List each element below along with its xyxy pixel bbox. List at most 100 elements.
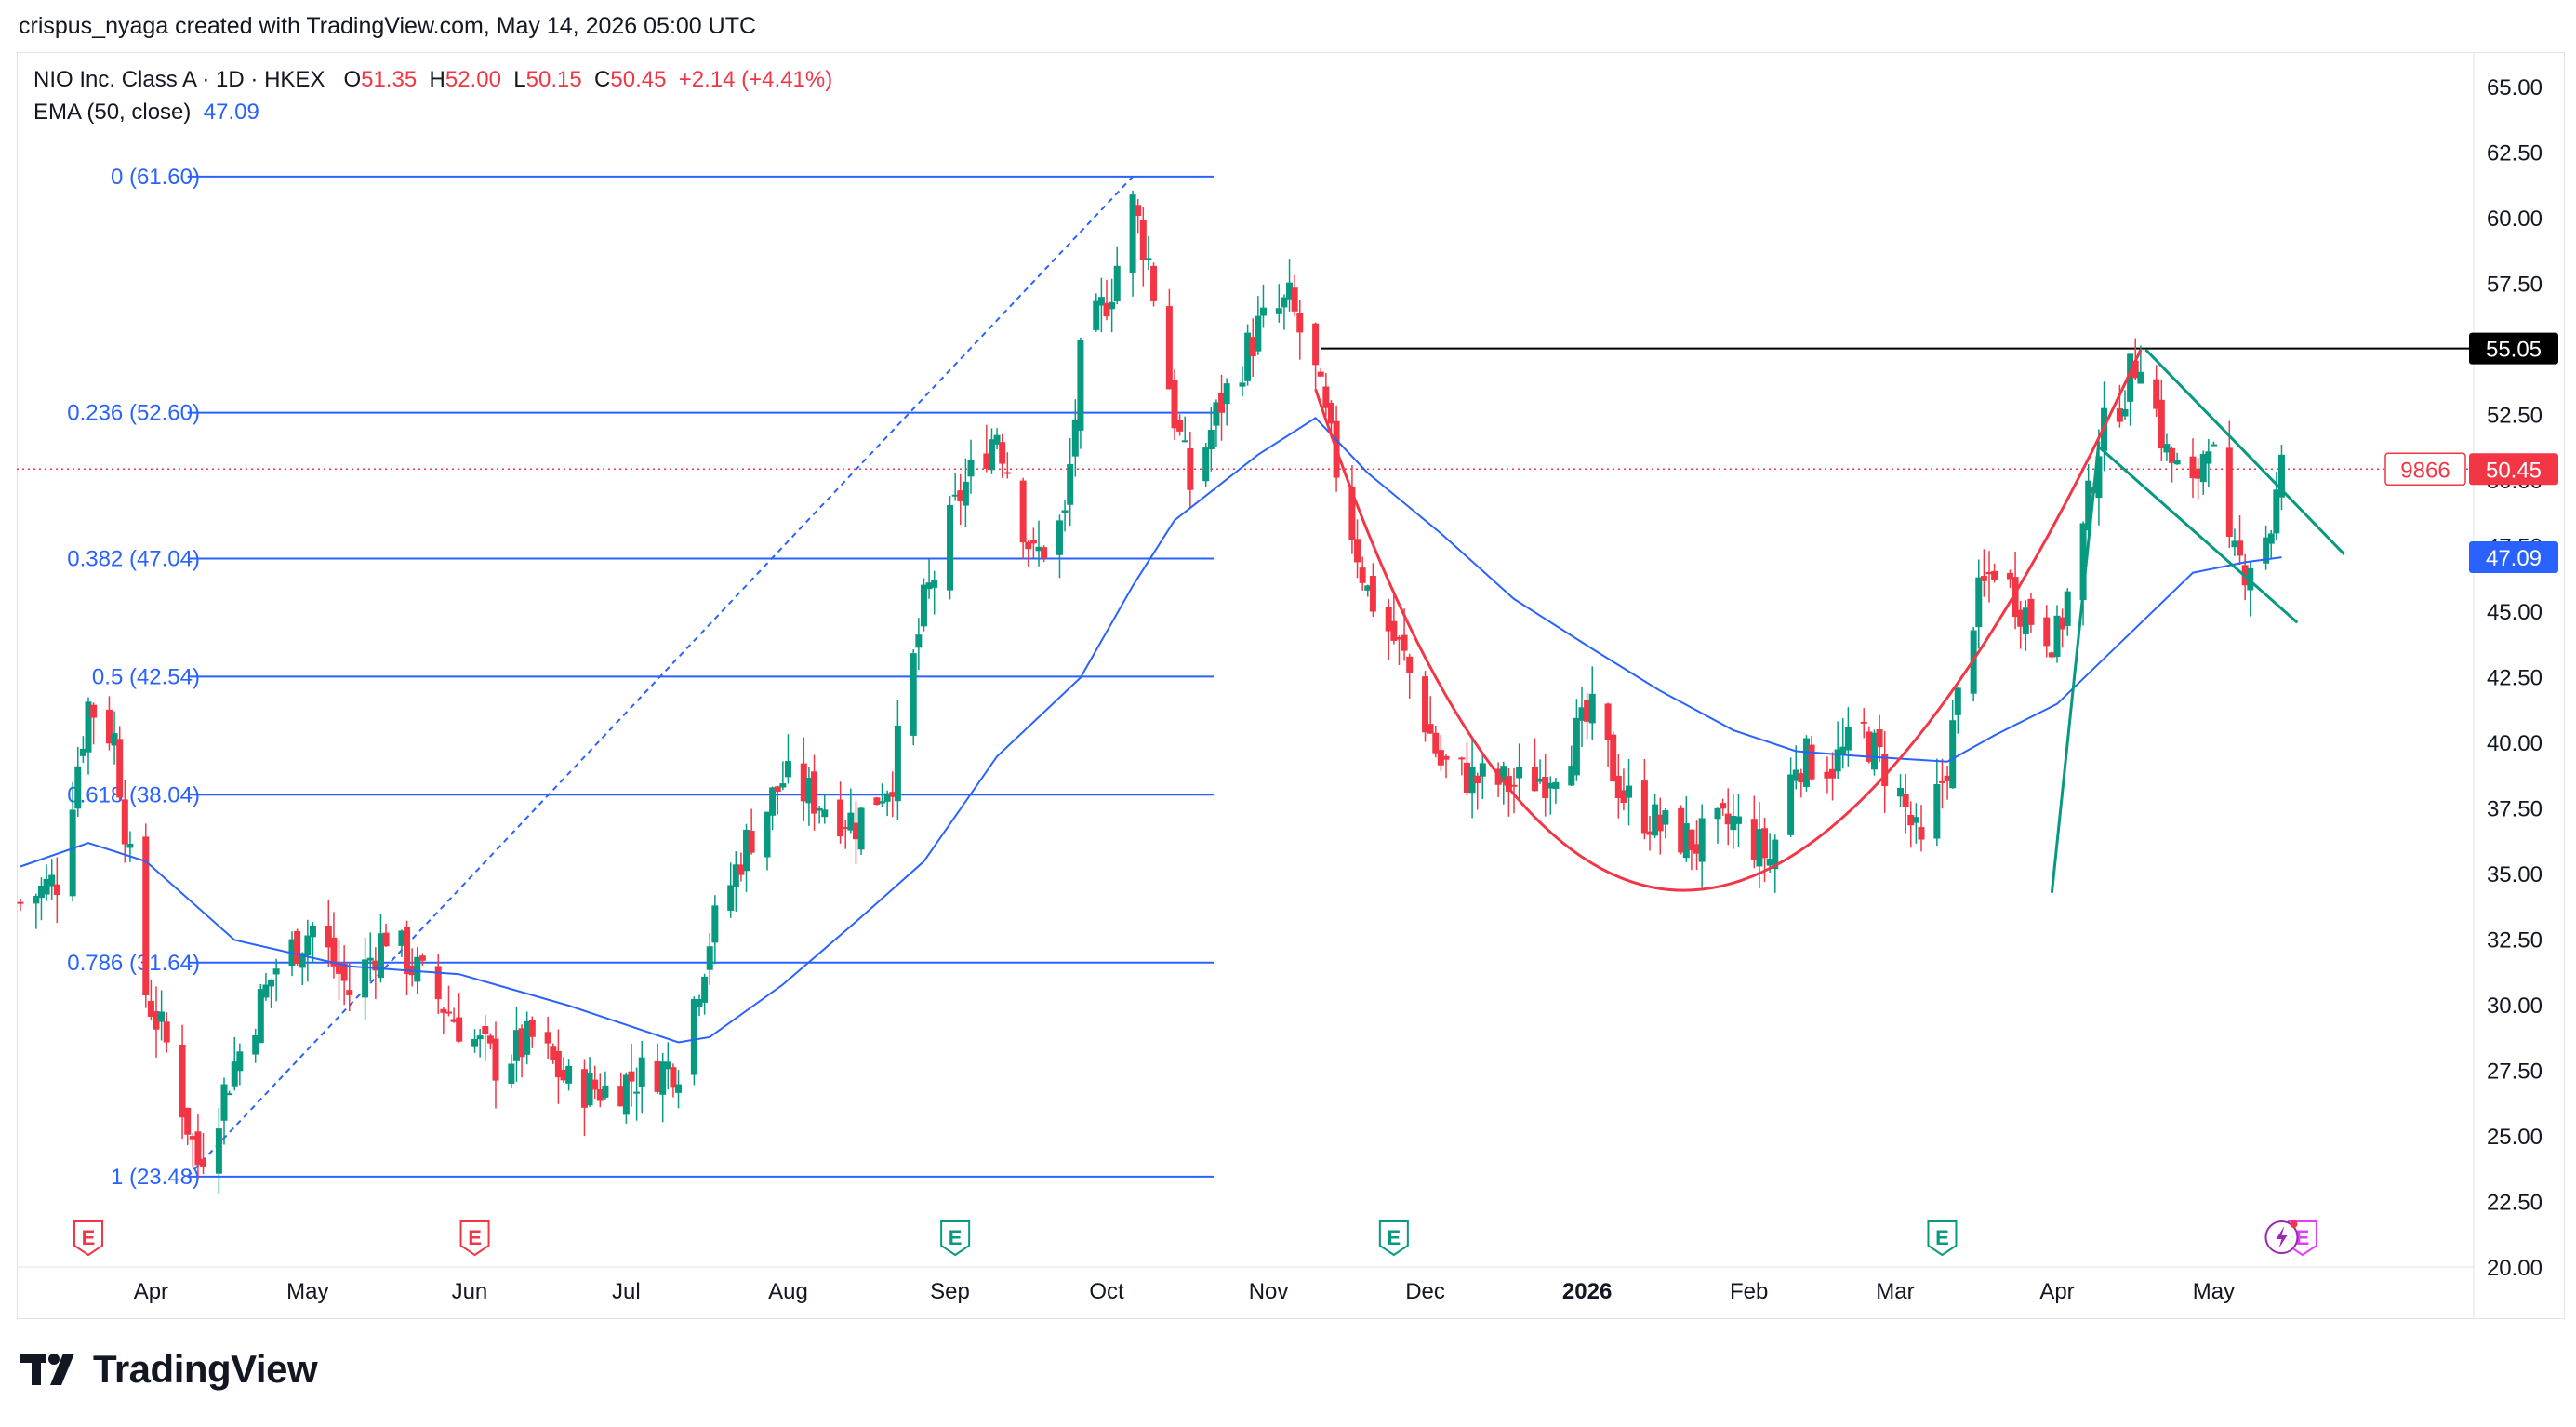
- candle-body: [1954, 687, 1961, 715]
- time-axis-label: Apr: [134, 1279, 168, 1304]
- candle-body: [1322, 386, 1330, 408]
- open-label: O: [343, 67, 362, 92]
- time-axis-label: May: [286, 1279, 328, 1304]
- candle-body: [1479, 763, 1486, 777]
- price-badge-label: 47.09: [2486, 546, 2542, 571]
- ema-50-line[interactable]: [20, 417, 2282, 1044]
- candle-body: [414, 956, 421, 982]
- fib-level-label: 0.5 (42.54): [92, 664, 200, 689]
- candle-body: [1067, 464, 1074, 505]
- flag-pole-line[interactable]: [2050, 441, 2101, 893]
- candle-body: [2085, 480, 2092, 531]
- candle-body: [764, 811, 771, 858]
- candle-body: [262, 984, 270, 998]
- candle-body: [163, 1021, 170, 1043]
- candle-body: [2022, 607, 2029, 634]
- candle-body: [999, 442, 1006, 464]
- candle-body: [586, 1072, 593, 1106]
- candle-body: [194, 1131, 202, 1166]
- ema-label: EMA (50, close): [33, 100, 192, 125]
- symbol-title[interactable]: NIO Inc. Class A · 1D · HKEX: [33, 67, 325, 92]
- candle-body: [189, 1136, 196, 1140]
- earnings-marker-icon[interactable]: [73, 1220, 103, 1257]
- candle-body: [560, 1069, 567, 1081]
- candle-body: [1734, 816, 1742, 824]
- candle-body: [121, 799, 128, 845]
- candle-body: [1406, 656, 1414, 673]
- candle-body: [842, 826, 849, 829]
- flag-lower-line[interactable]: [2097, 446, 2299, 624]
- candle-body: [1756, 829, 1763, 867]
- candle-body: [622, 1074, 630, 1115]
- candle-body: [1881, 754, 1889, 787]
- candle-body: [1249, 337, 1256, 356]
- time-axis-label: Jul: [612, 1279, 641, 1304]
- earnings-marker-label: E: [468, 1226, 482, 1249]
- price-badge: [2469, 332, 2558, 365]
- earnings-marker-icon[interactable]: [459, 1220, 490, 1257]
- cup-pattern-curve[interactable]: [1314, 349, 2143, 892]
- candle-body: [2116, 408, 2123, 422]
- candle-body: [153, 1010, 160, 1030]
- price-badge-label: 55.05: [2486, 338, 2542, 363]
- candle-body: [2153, 379, 2160, 409]
- change-value: +2.14 (+4.41%): [678, 67, 833, 92]
- price-tick-label: 30.00: [2487, 994, 2543, 1019]
- tradingview-logo[interactable]: TradingView: [20, 1347, 318, 1392]
- candle-body: [116, 739, 124, 798]
- candle-body: [226, 1093, 233, 1096]
- price-tick-label: 45.00: [2487, 600, 2543, 625]
- candle-body: [1646, 831, 1653, 835]
- price-badge-label: 50.45: [2486, 458, 2542, 483]
- candle-body: [1808, 744, 1815, 780]
- earnings-marker-icon[interactable]: [940, 1220, 971, 1257]
- candle-body: [1724, 813, 1732, 825]
- candle-body: [1980, 576, 1987, 581]
- candle-body: [445, 1011, 452, 1014]
- candle-body: [1364, 585, 1372, 591]
- candle-body: [2210, 444, 2217, 447]
- candle-body: [580, 1069, 588, 1108]
- flag-upper-line[interactable]: [2144, 348, 2345, 556]
- candle-body: [602, 1085, 609, 1098]
- candle-body: [184, 1107, 192, 1135]
- close-value: 50.45: [610, 67, 667, 92]
- candle-body: [821, 809, 829, 818]
- candle-body: [2231, 540, 2238, 548]
- ema-row[interactable]: EMA (50, close) 47.09: [33, 96, 832, 128]
- earnings-marker-icon[interactable]: [1927, 1220, 1958, 1257]
- close-label: C: [594, 67, 611, 92]
- candle-body: [1991, 570, 1998, 580]
- time-axis-label: Sep: [930, 1279, 970, 1304]
- candle-body: [1787, 774, 1795, 835]
- candle-body: [654, 1060, 661, 1092]
- earnings-marker-icon[interactable]: [1378, 1220, 1409, 1257]
- candle-body: [1761, 828, 1769, 859]
- candle-body: [508, 1063, 515, 1084]
- candle-body: [847, 812, 855, 831]
- candle-body: [1312, 323, 1320, 366]
- candle-body: [1542, 777, 1549, 798]
- candle-body: [925, 582, 933, 590]
- candle-body: [294, 930, 301, 964]
- candle-body: [450, 1019, 458, 1022]
- candle-body: [1866, 731, 1873, 762]
- candle-body: [434, 966, 442, 1000]
- candle-body: [2137, 371, 2144, 384]
- candle-body: [366, 957, 374, 961]
- notification-dot-icon: [2290, 1220, 2298, 1228]
- candle-body: [1103, 302, 1110, 317]
- time-axis-label: Dec: [1405, 1279, 1445, 1304]
- candle-body: [638, 1057, 645, 1087]
- candle-body: [1458, 757, 1466, 760]
- candle-body: [1536, 778, 1544, 782]
- time-axis-label: Feb: [1730, 1279, 1768, 1304]
- candle-body: [2273, 489, 2280, 534]
- candle-body: [1656, 814, 1664, 832]
- candle-body: [1792, 769, 1799, 781]
- candle-body: [670, 1067, 677, 1088]
- candle-body: [967, 459, 975, 477]
- candle-body: [512, 1030, 520, 1061]
- candle-body: [2169, 447, 2176, 463]
